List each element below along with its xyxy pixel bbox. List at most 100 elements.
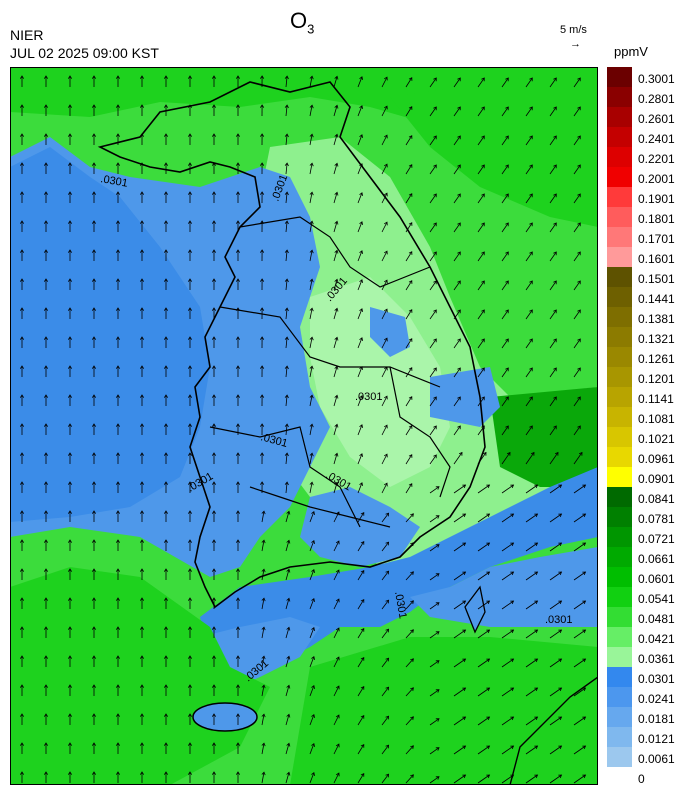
wind-vector	[285, 424, 288, 436]
contour-label: .0301	[99, 173, 128, 190]
wind-vector-head	[43, 191, 49, 195]
wind-vector-head	[91, 220, 97, 224]
wind-vector-head	[235, 452, 241, 456]
wind-vector-head	[286, 713, 291, 718]
wind-vector-head	[506, 451, 511, 456]
wind-vector	[405, 774, 414, 784]
wind-vector-head	[408, 164, 413, 168]
wind-vector	[405, 513, 414, 523]
wind-vector-head	[582, 542, 587, 547]
wind-vector-head	[67, 307, 73, 311]
wind-vector-head	[261, 539, 266, 544]
wind-vector-head	[211, 568, 217, 572]
wind-vector-head	[163, 249, 169, 253]
wind-vector-head	[91, 75, 97, 79]
wind-vector	[525, 600, 538, 610]
wind-vector	[453, 367, 461, 378]
wind-vector-head	[286, 684, 291, 689]
color-scale-tick-label: 0.0241	[638, 692, 675, 706]
wind-vector	[573, 338, 581, 349]
wind-vector	[405, 542, 414, 552]
wind-vector	[357, 395, 363, 407]
wind-vector-head	[582, 658, 587, 663]
wind-vector	[309, 308, 313, 320]
wind-vector	[501, 716, 514, 726]
wind-vector	[381, 657, 389, 668]
wind-vector-head	[91, 423, 97, 427]
wind-vector	[381, 686, 389, 697]
wind-vector	[309, 511, 315, 523]
wind-vector	[453, 222, 461, 233]
wind-vector-head	[187, 249, 193, 253]
wind-vector-head	[359, 76, 363, 80]
wind-vector-head	[481, 77, 485, 82]
wind-vector	[333, 366, 338, 378]
wind-vector-head	[43, 684, 49, 688]
wind-vector-head	[211, 278, 217, 282]
wind-vector-head	[261, 684, 266, 689]
wind-vector-head	[553, 222, 557, 227]
wind-vector	[549, 658, 562, 668]
wind-vector-head	[235, 481, 241, 485]
wind-vector-head	[384, 424, 388, 429]
wind-vector-head	[553, 135, 557, 140]
wind-vector	[261, 772, 265, 784]
wind-vector	[357, 163, 363, 175]
wind-vector-head	[187, 655, 193, 659]
wind-vector-head	[534, 629, 539, 634]
wind-vector-head	[505, 309, 509, 314]
wind-vector-head	[163, 452, 169, 456]
wind-vector-head	[211, 249, 217, 253]
wind-vector	[333, 192, 338, 204]
wind-vector	[357, 192, 363, 204]
wind-vector	[453, 484, 466, 494]
wind-vector-head	[534, 484, 539, 489]
wind-vector-head	[309, 278, 314, 283]
wind-vector	[573, 251, 581, 262]
wind-vector-head	[43, 104, 49, 108]
color-scale-tick-label: 0.1321	[638, 332, 675, 346]
wind-vector	[309, 714, 315, 726]
wind-vector-head	[529, 135, 533, 140]
wind-vector-head	[163, 742, 169, 746]
wind-vector	[285, 627, 290, 639]
wind-vector-head	[457, 251, 461, 256]
wind-vector-head	[187, 307, 193, 311]
color-scale-tick-label: 0.1021	[638, 432, 675, 446]
wind-vector-head	[553, 396, 557, 401]
wind-vector-head	[235, 539, 241, 543]
wind-vector	[357, 76, 363, 88]
wind-vector	[477, 135, 485, 146]
wind-vector-head	[67, 75, 73, 79]
wind-vector-head	[309, 191, 314, 196]
wind-vector	[285, 192, 288, 204]
wind-vector	[285, 714, 290, 726]
wind-vector	[429, 718, 440, 726]
wind-vector-head	[505, 396, 509, 401]
color-scale-tick-label: 0.3001	[638, 72, 675, 86]
wind-vector	[501, 251, 509, 262]
wind-vector-head	[553, 193, 557, 198]
wind-vector-head	[435, 544, 440, 548]
wind-vector-head	[67, 336, 73, 340]
wind-vector-head	[335, 685, 340, 690]
wind-vector-head	[211, 162, 217, 166]
wind-vector	[429, 689, 440, 697]
wind-vector-head	[385, 657, 390, 662]
wind-vector-head	[435, 747, 440, 751]
wind-vector-head	[408, 309, 413, 313]
color-scale-swatch	[607, 367, 632, 388]
wind-vector-head	[286, 626, 291, 631]
wind-vector	[549, 135, 557, 146]
wind-vector	[549, 571, 562, 581]
wind-vector-head	[115, 220, 121, 224]
wind-vector-head	[510, 745, 515, 750]
wind-vector-head	[505, 222, 509, 227]
color-scale-swatch	[607, 407, 632, 428]
wind-vector-head	[385, 686, 390, 691]
wind-vector-head	[211, 423, 217, 427]
wind-vector	[501, 193, 509, 204]
wind-vector	[525, 251, 533, 262]
wind-vector-head	[529, 106, 533, 111]
wind-vector-head	[408, 106, 413, 110]
